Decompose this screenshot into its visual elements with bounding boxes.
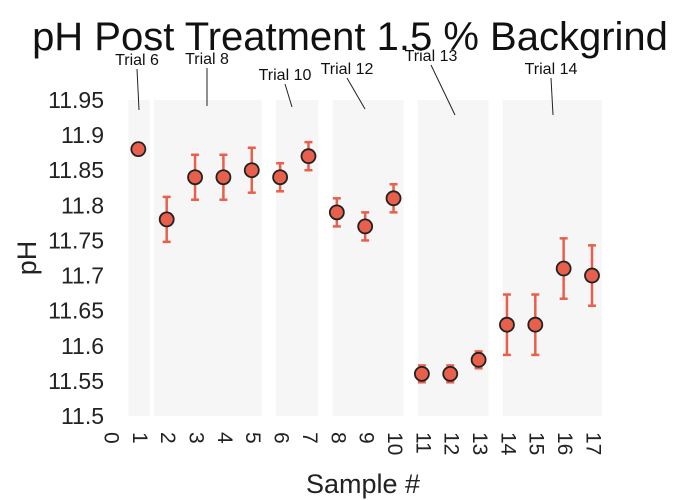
data-point — [442, 365, 459, 382]
y-tick-label: 11.95 — [48, 87, 104, 113]
data-point — [357, 218, 374, 235]
x-tick-label: 16 — [553, 432, 576, 455]
trial-band-6 — [502, 100, 602, 416]
y-tick-label: 11.75 — [48, 227, 104, 253]
x-axis-ticks: 0 1 2 3 4 5 6 7 8 9 10 11 12 13 14 15 16 17 — [99, 432, 604, 456]
y-tick-label: 11.55 — [48, 368, 104, 394]
x-tick-label: 6 — [270, 432, 293, 444]
data-point — [328, 204, 345, 221]
x-tick-label: 0 — [99, 432, 122, 444]
trial-band-3 — [275, 100, 319, 416]
data-point — [555, 260, 572, 277]
x-tick-label: 5 — [241, 432, 264, 444]
data-point — [527, 316, 544, 333]
x-axis-label: Sample # — [306, 469, 420, 499]
data-point — [584, 267, 600, 284]
x-tick-label: 14 — [496, 432, 519, 456]
data-point — [413, 365, 430, 382]
trial-annotation-label: Trial 13 — [405, 48, 458, 65]
x-tick-label: 8 — [326, 432, 349, 444]
data-point — [158, 211, 175, 228]
trial-annotation: Trial 10 — [259, 67, 312, 108]
y-axis-ticks: 11.5 11.55 11.6 11.65 11.7 11.75 11.8 11.85 11.9… — [48, 87, 104, 429]
x-tick-label: 3 — [185, 432, 208, 444]
trial-annotation-label: Trial 8 — [185, 51, 229, 68]
trial-band-4 — [332, 100, 404, 416]
y-axis-label: pH — [12, 241, 42, 276]
x-tick-label: 12 — [440, 432, 463, 455]
trial-annotation: Trial 14 — [525, 61, 578, 116]
data-points — [130, 141, 600, 382]
y-tick-label: 11.6 — [61, 333, 104, 359]
x-tick-label: 13 — [468, 432, 491, 455]
data-point — [187, 169, 203, 186]
x-tick-label: 2 — [156, 432, 179, 444]
trial-annotation-label: Trial 6 — [115, 52, 159, 69]
data-point — [470, 351, 487, 368]
y-tick-label: 11.9 — [61, 122, 104, 148]
x-tick-label: 17 — [581, 432, 604, 455]
y-tick-label: 11.7 — [61, 263, 104, 289]
data-point — [300, 148, 317, 165]
trial-annotation-label: Trial 14 — [525, 61, 578, 78]
trial-annotation-label: Trial 10 — [259, 67, 312, 84]
data-point — [272, 169, 289, 186]
trial-bands — [128, 100, 602, 416]
y-tick-label: 11.8 — [61, 192, 104, 218]
data-point — [130, 141, 147, 158]
trial-annotation-label: Trial 12 — [321, 61, 374, 78]
x-tick-label: 4 — [213, 432, 236, 444]
y-tick-label: 11.85 — [48, 157, 104, 183]
trial-annotation: Trial 12 — [321, 61, 374, 110]
trial-annotations: Trial 6 Trial 8 Trial 10 Trial 12 Trial 13 Tr… — [115, 48, 578, 116]
y-tick-label: 11.5 — [61, 403, 104, 429]
x-tick-label: 11 — [411, 432, 434, 454]
data-point — [243, 162, 260, 179]
x-tick-label: 10 — [383, 432, 406, 455]
data-point — [499, 316, 515, 333]
x-tick-label: 15 — [525, 432, 548, 455]
trial-annotation: Trial 8 — [185, 51, 229, 106]
data-point — [215, 169, 232, 186]
trial-band-2 — [153, 100, 262, 416]
x-tick-label: 1 — [128, 432, 151, 444]
chart-title: pH Post Treatment 1.5 % Backgrind — [32, 15, 668, 59]
x-tick-label: 7 — [298, 432, 321, 444]
trial-band-1 — [128, 100, 150, 416]
trial-annotation: Trial 13 — [405, 48, 458, 116]
x-tick-label: 9 — [355, 432, 378, 444]
trial-annotation: Trial 6 — [115, 52, 159, 111]
data-point — [385, 190, 402, 207]
y-tick-label: 11.65 — [48, 298, 104, 324]
